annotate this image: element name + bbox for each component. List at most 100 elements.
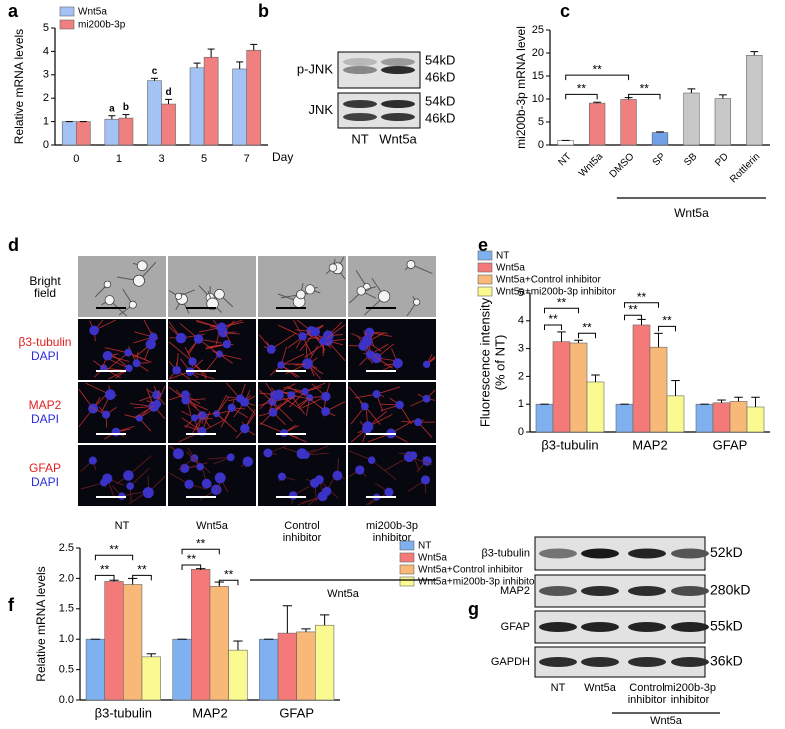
nucleus	[101, 410, 111, 419]
nucleus	[280, 428, 288, 437]
error-bar	[734, 396, 743, 402]
nucleus	[213, 410, 221, 418]
bar	[259, 638, 279, 701]
nucleus	[310, 327, 321, 337]
cell-body	[174, 292, 183, 300]
neurite	[278, 324, 303, 337]
blot-band	[343, 58, 377, 66]
neurite	[168, 341, 193, 362]
bar	[649, 346, 668, 433]
annotation: **	[628, 302, 638, 316]
blot-row	[337, 92, 421, 129]
legend-swatch	[399, 564, 415, 575]
blot-band	[539, 657, 577, 667]
nucleus	[88, 456, 97, 465]
micrograph	[78, 256, 166, 317]
bar	[746, 54, 763, 146]
annotation: **	[662, 314, 672, 328]
blot-band	[539, 586, 577, 596]
nucleus	[227, 403, 236, 412]
error-bar	[718, 94, 727, 99]
annotation: **	[582, 320, 592, 334]
legend-swatch	[477, 286, 493, 297]
y-tick-label: 15	[532, 70, 544, 82]
blot-band	[581, 657, 619, 667]
panel-label: f	[8, 595, 15, 615]
blot-lane-label: NT	[351, 131, 368, 146]
blot-lane-label: Wnt5a	[584, 682, 616, 694]
y-tick-label: 1.0	[59, 633, 74, 645]
error-bar	[717, 399, 726, 403]
row-label: DAPI	[30, 474, 59, 489]
error-bar	[574, 339, 583, 344]
error-bar	[165, 98, 173, 105]
significance-bracket	[218, 579, 239, 586]
significance-bracket	[565, 93, 598, 100]
bar	[588, 102, 606, 146]
x-tick-label: 0	[73, 153, 79, 165]
legend-swatch	[477, 250, 493, 261]
y-tick-label: 25	[532, 24, 544, 36]
bar	[714, 98, 732, 146]
y-tick-label: 3	[518, 343, 524, 355]
blot-marker: 36kD	[710, 653, 743, 669]
x-tick-label: DMSO	[608, 151, 637, 180]
cell-body	[296, 289, 306, 300]
panel-label: g	[468, 599, 479, 619]
significance-bracket	[624, 302, 659, 308]
nucleus	[392, 358, 403, 369]
group-label: Wnt5a	[650, 715, 683, 727]
y-tick-label: 1.5	[59, 603, 74, 615]
y-tick-label: 3	[43, 69, 49, 81]
nucleus	[102, 350, 113, 361]
error-bar	[751, 396, 760, 407]
nucleus	[188, 357, 197, 366]
panel-label: b	[258, 1, 269, 21]
x-tick-label: SB	[682, 151, 699, 168]
bar	[695, 403, 714, 433]
micrograph-bg	[348, 445, 436, 506]
annotation: b	[123, 102, 129, 113]
nucleus	[175, 332, 187, 344]
row-label: MAP2	[28, 397, 62, 412]
bar	[104, 118, 120, 146]
blot-lane-label: Wnt5a	[379, 131, 417, 146]
blot-band	[671, 622, 709, 632]
annotation: **	[137, 563, 147, 577]
neurite	[133, 403, 158, 419]
nucleus	[288, 491, 298, 500]
bar	[246, 49, 262, 146]
significance-bracket	[132, 574, 152, 581]
nucleus	[268, 407, 278, 417]
bar	[666, 395, 685, 433]
legend-swatch	[477, 274, 493, 285]
blot-row-label: GAPDH	[491, 656, 530, 668]
y-axis-label: mi200b-3p mRNA level	[514, 26, 528, 149]
y-tick-label: 1	[43, 116, 49, 128]
error-bar	[236, 61, 244, 69]
micrograph	[258, 256, 346, 317]
blot-band	[381, 58, 415, 66]
micrograph	[258, 382, 346, 443]
nucleus	[321, 406, 331, 416]
annotation: **	[637, 290, 647, 304]
error-bar	[656, 131, 664, 133]
bar	[123, 584, 143, 701]
significance-bracket	[181, 564, 202, 571]
annotation: d	[165, 87, 171, 98]
nucleus	[361, 335, 372, 346]
neurite	[286, 385, 310, 399]
nucleus	[180, 463, 190, 473]
blot-marker: 280kD	[710, 582, 750, 598]
neurite	[305, 445, 328, 456]
nucleus	[124, 348, 133, 357]
nucleus	[240, 423, 250, 434]
blot-row-label: GFAP	[501, 621, 530, 633]
legend-swatch	[399, 540, 415, 551]
bar	[314, 624, 335, 701]
blot-band	[343, 113, 377, 121]
nucleus	[184, 479, 194, 489]
x-tick-label: Wnt5a	[577, 151, 606, 180]
x-tick-label: β3-tubulin	[95, 705, 152, 720]
bar	[552, 341, 571, 433]
